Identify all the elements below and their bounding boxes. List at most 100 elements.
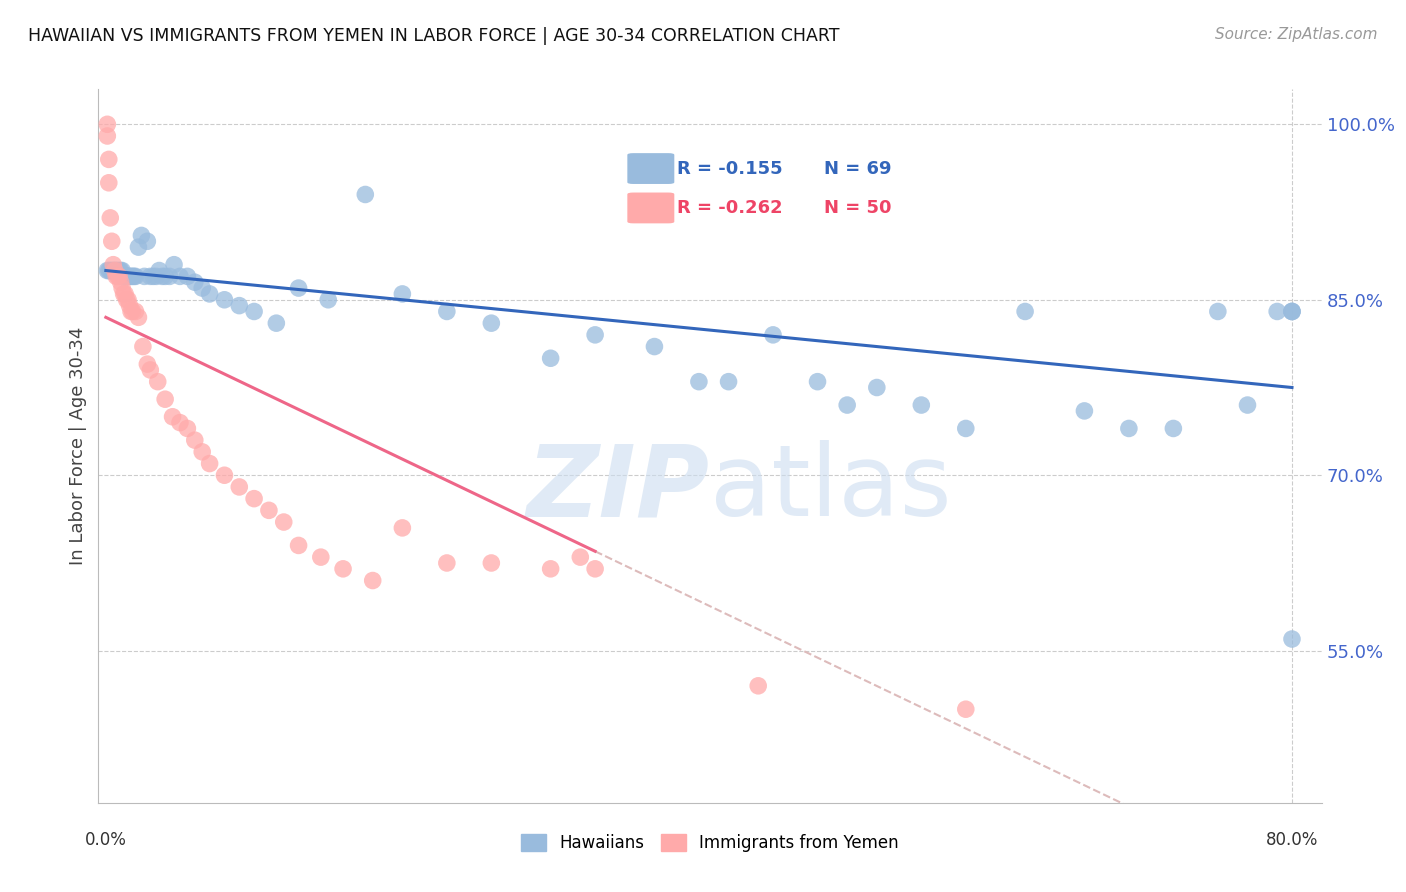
Point [569, 550, 592, 565]
FancyBboxPatch shape [627, 153, 675, 184]
Point [266, 316, 288, 330]
Text: atlas: atlas [710, 441, 952, 537]
Point [176, 421, 198, 435]
Text: R = -0.155: R = -0.155 [678, 160, 783, 178]
Point [100, 263, 122, 277]
Point [354, 187, 377, 202]
Point [148, 263, 170, 277]
Point [103, 263, 125, 277]
Point [97, 153, 120, 167]
Point [100, 234, 122, 248]
Point [146, 375, 169, 389]
Point [361, 574, 384, 588]
Text: 0.0%: 0.0% [84, 831, 127, 849]
Point [955, 702, 977, 716]
Point [124, 269, 146, 284]
Point [273, 515, 295, 529]
Point [105, 269, 128, 284]
Point [176, 269, 198, 284]
Point [96, 128, 118, 143]
Point [1281, 304, 1303, 318]
Point [214, 293, 236, 307]
Point [257, 503, 280, 517]
Point [1236, 398, 1258, 412]
Point [114, 287, 136, 301]
Point [111, 263, 134, 277]
Point [98, 211, 121, 225]
Point [153, 392, 176, 407]
Point [115, 293, 138, 307]
Text: N = 69: N = 69 [824, 160, 891, 178]
Point [120, 304, 142, 318]
Point [115, 269, 138, 284]
Point [153, 269, 176, 284]
Point [479, 316, 502, 330]
Point [866, 380, 889, 394]
Point [1265, 304, 1288, 318]
Point [1014, 304, 1036, 318]
Point [120, 269, 142, 284]
Point [191, 445, 214, 459]
Point [111, 281, 134, 295]
Point [103, 258, 125, 272]
Point [717, 375, 740, 389]
Point [1281, 304, 1303, 318]
Point [1118, 421, 1140, 435]
Point [136, 357, 159, 371]
Point [97, 263, 120, 277]
Point [159, 269, 181, 284]
Point [121, 304, 143, 318]
Legend: Hawaiians, Immigrants from Yemen: Hawaiians, Immigrants from Yemen [515, 827, 905, 859]
Point [110, 263, 132, 277]
Point [391, 521, 413, 535]
Point [112, 287, 135, 301]
Point [287, 538, 309, 552]
Point [110, 275, 132, 289]
Point [583, 327, 606, 342]
Point [287, 281, 309, 295]
Point [131, 228, 153, 243]
Point [114, 269, 136, 284]
Point [124, 304, 146, 318]
Point [198, 287, 221, 301]
Point [107, 263, 129, 277]
Point [96, 263, 118, 277]
Point [139, 363, 162, 377]
Point [163, 258, 186, 272]
Point [436, 304, 458, 318]
Point [184, 433, 207, 447]
Point [105, 263, 128, 277]
Point [191, 281, 214, 295]
Point [1073, 404, 1095, 418]
Text: N = 50: N = 50 [824, 199, 891, 217]
Point [243, 304, 266, 318]
Y-axis label: In Labor Force | Age 30-34: In Labor Force | Age 30-34 [69, 326, 87, 566]
Point [117, 269, 139, 284]
Point [162, 409, 184, 424]
Point [112, 269, 135, 284]
Point [436, 556, 458, 570]
Point [243, 491, 266, 506]
Point [184, 275, 207, 289]
Point [806, 375, 828, 389]
Point [122, 269, 145, 284]
Point [391, 287, 413, 301]
Point [228, 480, 250, 494]
Point [1281, 304, 1303, 318]
Point [309, 550, 332, 565]
Point [332, 562, 354, 576]
Point [121, 269, 143, 284]
Text: ZIP: ZIP [527, 441, 710, 537]
Point [98, 263, 121, 277]
Point [1163, 421, 1185, 435]
Point [837, 398, 859, 412]
Point [127, 240, 149, 254]
Point [134, 269, 156, 284]
Point [108, 263, 131, 277]
Text: 80.0%: 80.0% [1265, 831, 1319, 849]
Point [198, 457, 221, 471]
FancyBboxPatch shape [627, 193, 675, 223]
Point [96, 117, 118, 131]
Point [127, 310, 149, 325]
Point [479, 556, 502, 570]
